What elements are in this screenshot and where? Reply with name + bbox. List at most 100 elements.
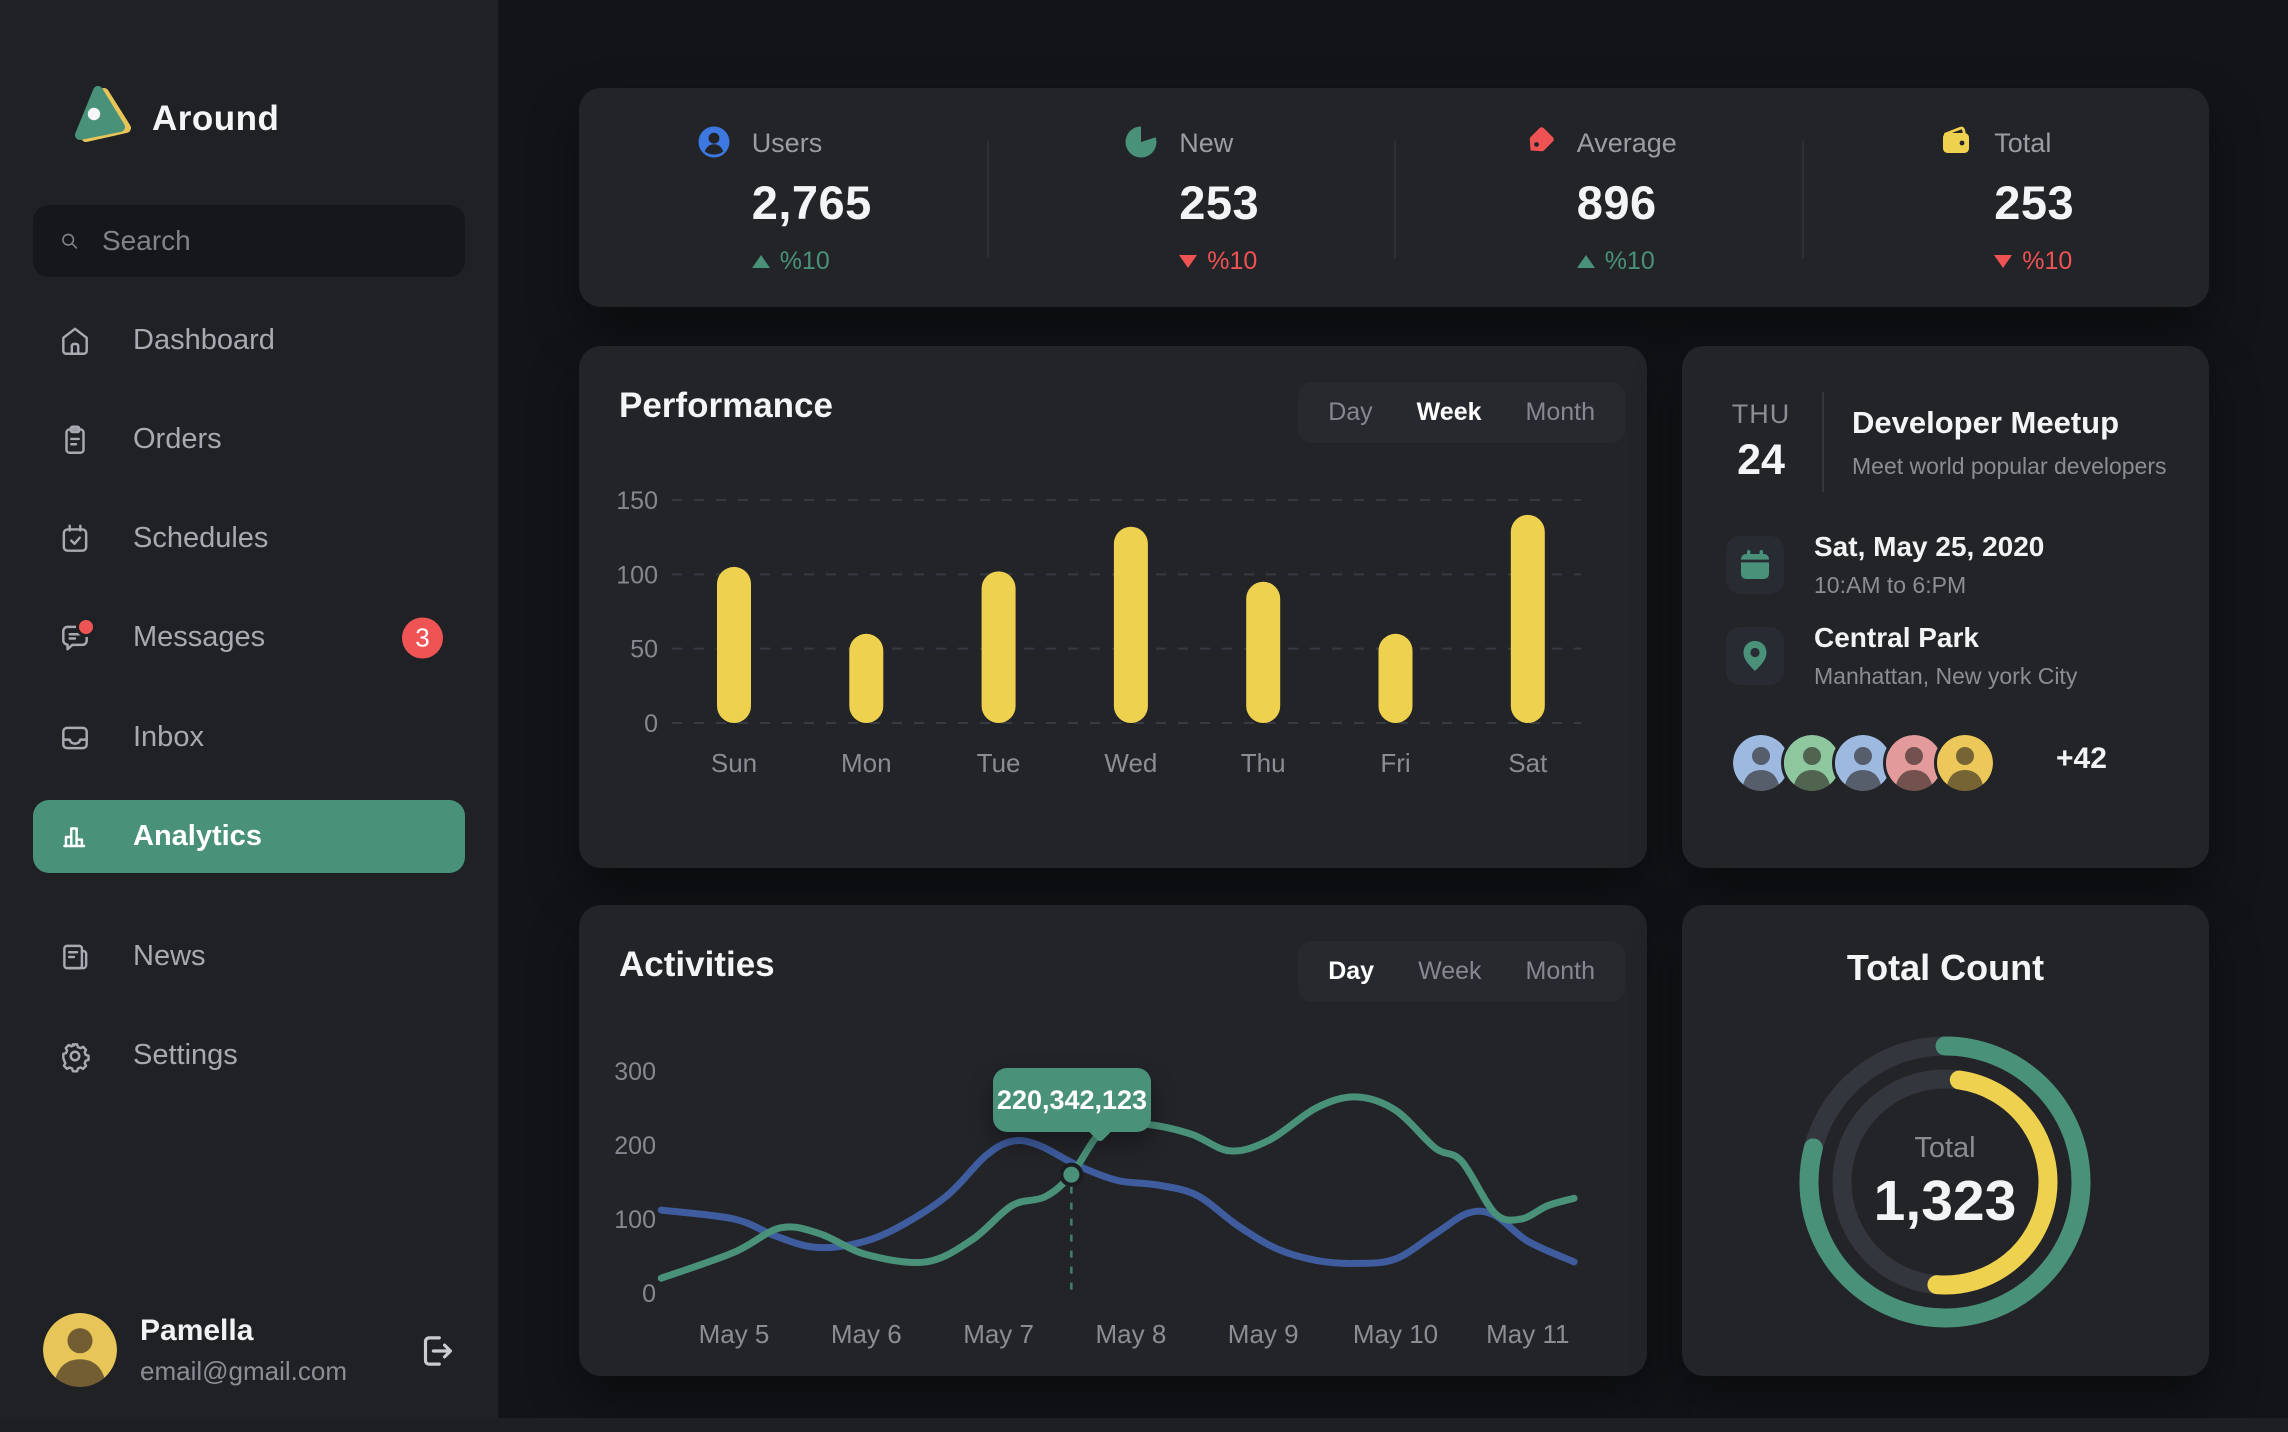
chart-tooltip: 220,342,123	[993, 1068, 1151, 1132]
down-triangle-icon	[1994, 255, 2013, 268]
event-day-number: 24	[1737, 436, 1785, 484]
stat-delta: %10	[751, 247, 872, 276]
sidebar-item-label: Analytics	[133, 820, 262, 852]
avatar	[43, 1313, 117, 1387]
stat-value: 2,765	[751, 176, 872, 229]
svg-text:0: 0	[642, 1280, 656, 1308]
svg-text:Fri: Fri	[1380, 748, 1410, 778]
svg-text:May 11: May 11	[1486, 1319, 1569, 1349]
attendee-avatar	[1934, 732, 1996, 794]
sidebar-item-messages[interactable]: Messages 3	[33, 601, 465, 674]
sidebar-item-label: Settings	[133, 1039, 238, 1071]
sidebar-item-inbox[interactable]: Inbox	[33, 701, 465, 774]
stat-delta: %10	[1994, 247, 2074, 276]
period-option-month[interactable]: Month	[1525, 957, 1595, 985]
stat-divider	[986, 140, 989, 258]
sidebar-item-news[interactable]: News	[33, 920, 465, 993]
performance-bar-chart: 0 50 100 150 Sun Mon Tue Wed Thu Fri Sat	[616, 487, 1581, 778]
sidebar: Around Dashboard Orders Schedules Messages 3…	[0, 0, 498, 1432]
search-icon	[62, 233, 78, 249]
profile-name: Pamella	[140, 1313, 254, 1347]
stat-divider	[1394, 140, 1396, 258]
event-location-name: Central Park	[1814, 622, 1979, 653]
messages-badge: 3	[402, 617, 443, 658]
activities-title: Activities	[619, 945, 775, 984]
sidebar-item-dashboard[interactable]: Dashboard	[33, 304, 465, 377]
period-option-day[interactable]: Day	[1328, 957, 1375, 985]
unread-dot	[76, 616, 96, 637]
search-box[interactable]	[33, 205, 465, 277]
event-date-text: Sat, May 25, 2020	[1814, 531, 2045, 562]
svg-text:Mon: Mon	[841, 748, 892, 778]
sidebar-item-label: Schedules	[133, 522, 269, 554]
event-time-text: 10:AM to 6:PM	[1814, 572, 1967, 598]
svg-text:Tue: Tue	[977, 748, 1021, 778]
tooltip-value: 220,342,123	[996, 1084, 1148, 1115]
svg-text:Total: Total	[1914, 1132, 1975, 1164]
stat-value: 896	[1576, 176, 1657, 229]
profile-email: email@gmail.com	[140, 1355, 347, 1386]
period-option-week[interactable]: Week	[1418, 957, 1482, 985]
sidebar-item-label: Orders	[133, 423, 222, 455]
attendees-more-count: +42	[2056, 742, 2107, 775]
profile-section: Pamella email@gmail.com	[43, 1313, 347, 1387]
sidebar-item-label: Inbox	[133, 721, 204, 753]
svg-text:May 10: May 10	[1353, 1319, 1438, 1349]
stat-label: New	[1179, 128, 1234, 158]
svg-text:300: 300	[614, 1058, 656, 1086]
sidebar-item-orders[interactable]: Orders	[33, 403, 465, 476]
app-logo: Around	[70, 86, 279, 151]
bar-chart-icon	[58, 820, 92, 854]
logout-icon	[423, 1336, 453, 1366]
user-icon	[694, 122, 734, 162]
tag-icon	[1519, 122, 1559, 162]
svg-text:Wed: Wed	[1104, 748, 1157, 778]
stat-label: Total	[1994, 128, 2052, 158]
down-triangle-icon	[1179, 255, 1198, 268]
sidebar-item-analytics[interactable]: Analytics	[33, 800, 465, 873]
gear-icon	[58, 1039, 92, 1073]
calendar-check-icon	[58, 522, 92, 556]
svg-text:May 8: May 8	[1095, 1319, 1166, 1349]
event-card: THU 24 Developer Meetup Meet world popul…	[1682, 346, 2209, 868]
svg-text:May 7: May 7	[963, 1319, 1034, 1349]
performance-period-toggle: Day Week Month	[1298, 382, 1625, 443]
event-subtitle: Meet world popular developers	[1852, 452, 2167, 479]
svg-text:50: 50	[630, 636, 658, 664]
sidebar-item-schedules[interactable]: Schedules	[33, 502, 465, 575]
sidebar-item-label: Dashboard	[133, 324, 275, 356]
period-option-month[interactable]: Month	[1525, 398, 1595, 426]
stat-value: 253	[1179, 176, 1260, 229]
search-input[interactable]	[100, 224, 465, 258]
svg-text:100: 100	[616, 561, 658, 589]
stat-divider	[1801, 140, 1804, 258]
sidebar-item-settings[interactable]: Settings	[33, 1019, 465, 1092]
stats-bar: Users 2,765 %10 New 253 %10	[579, 88, 2209, 307]
stat-label: Users	[751, 128, 823, 158]
svg-text:1,323: 1,323	[1874, 1169, 2017, 1233]
performance-card: Performance Day Week Month 0 50 100 150 Sun Mon…	[579, 346, 1647, 868]
event-date-row: Sat, May 25, 2020 10:AM to 6:PM	[1726, 531, 2044, 599]
stat-new: New 253 %10	[987, 88, 1395, 307]
stat-label: Average	[1576, 128, 1677, 158]
svg-text:May 9: May 9	[1228, 1319, 1299, 1349]
logout-button[interactable]	[415, 1330, 457, 1372]
inbox-icon	[58, 721, 92, 755]
period-option-day[interactable]: Day	[1328, 398, 1373, 426]
svg-text:0: 0	[644, 710, 658, 738]
stat-average: Average 896 %10	[1394, 88, 1802, 307]
svg-text:Sun: Sun	[711, 748, 757, 778]
svg-text:May 5: May 5	[699, 1319, 770, 1349]
activities-card: Activities Day Week Month 0 100 200 300 May 5 M…	[579, 905, 1647, 1376]
sidebar-item-label: Messages	[133, 621, 266, 653]
stat-delta: %10	[1576, 247, 1677, 276]
svg-text:100: 100	[614, 1206, 656, 1234]
period-option-week[interactable]: Week	[1416, 398, 1482, 426]
svg-text:Sat: Sat	[1508, 748, 1548, 778]
total-count-donut-chart: Total 1,323	[1799, 1036, 2091, 1328]
stat-value: 253	[1994, 176, 2075, 229]
total-count-card: Total Count Total 1,323	[1682, 905, 2209, 1376]
event-weekday: THU	[1731, 399, 1791, 429]
activities-line-chart: 0 100 200 300 May 5 May 6 May 7 May 8 May 9 May 1…	[614, 1058, 1578, 1349]
